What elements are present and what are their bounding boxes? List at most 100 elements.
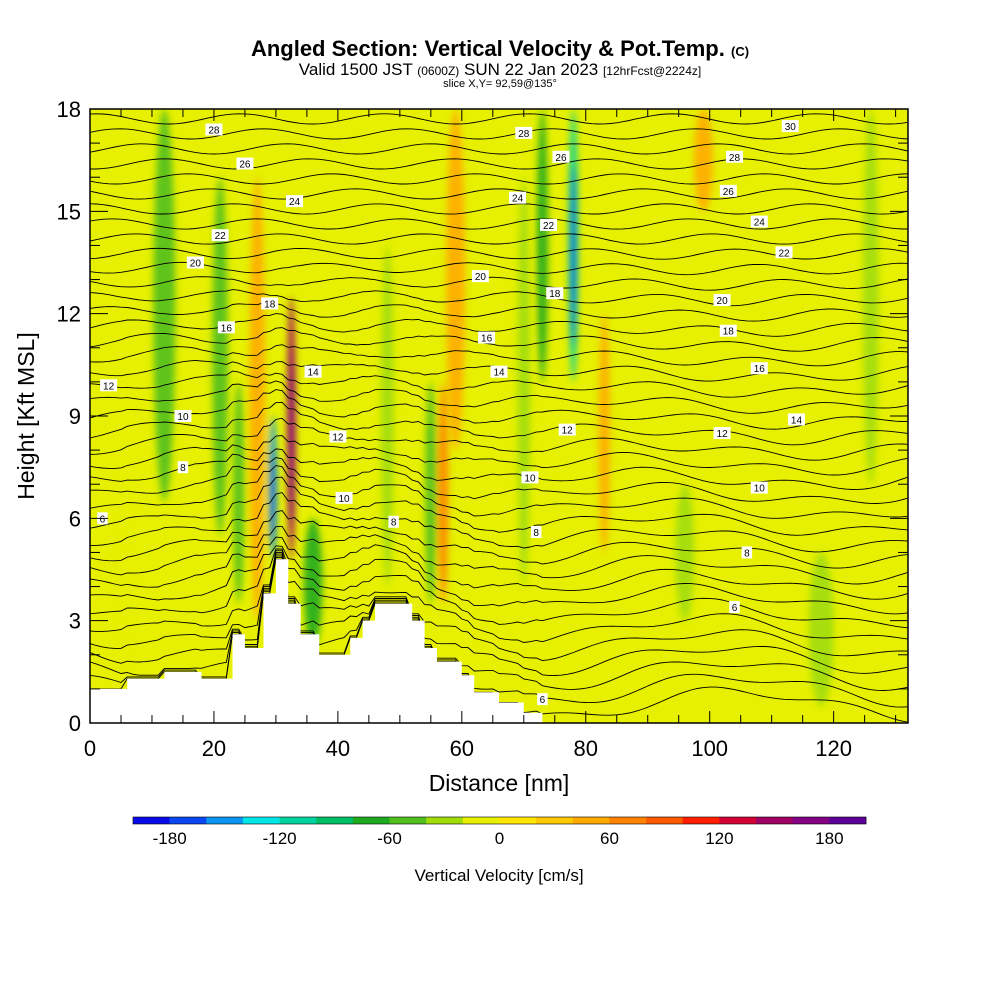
colorbar-swatch <box>536 817 574 824</box>
y-tick-label: 3 <box>69 609 81 634</box>
colorbar-swatch <box>242 817 280 824</box>
contour-label-text: 14 <box>791 415 803 426</box>
contour-label-text: 12 <box>562 426 574 437</box>
contour-label-box <box>719 324 737 337</box>
contour-label: 26 <box>719 184 737 198</box>
contour-label-box <box>490 365 508 378</box>
contour-label-text: 30 <box>785 122 797 133</box>
contour-label: 26 <box>552 150 570 164</box>
colorbar-label: Vertical Velocity [cm/s] <box>414 866 583 885</box>
velocity-feature <box>249 177 266 621</box>
contour-label-text: 28 <box>208 125 220 136</box>
valid-time: Valid 1500 JST <box>298 60 413 79</box>
contour-label-text: 12 <box>103 381 115 392</box>
theta-contour <box>90 417 908 461</box>
contour-label-box <box>286 195 303 208</box>
contour-label-box <box>530 525 542 538</box>
contour-label-text: 14 <box>493 368 505 379</box>
contour-label-text: 18 <box>549 289 561 300</box>
contour-label-text: 6 <box>732 603 738 614</box>
colorbar-tick-label: 120 <box>705 829 733 848</box>
y-tick-label: 12 <box>57 302 81 327</box>
x-tick-label: 60 <box>450 736 474 761</box>
colorbar-ticks: -180 -120 -60 0 60 120 180 <box>153 829 844 848</box>
contour-label-box <box>471 270 489 283</box>
contour-label-box <box>741 546 753 559</box>
contour-label: 12 <box>713 427 731 440</box>
contour-label: 28 <box>725 150 743 164</box>
contour-label-box <box>515 126 533 139</box>
contour-label-text: 24 <box>289 197 301 208</box>
contour-label-box <box>537 693 548 706</box>
contour-label-box <box>540 218 558 231</box>
theta-contour <box>90 435 908 476</box>
theta-contour <box>90 158 908 170</box>
colorbar-swatch <box>462 817 500 824</box>
contour-label: 20 <box>186 256 204 270</box>
colorbar-tick-label: 0 <box>495 829 504 848</box>
theta-contour <box>90 448 908 490</box>
theta-contour <box>90 492 908 553</box>
chart-subtitle: Valid 1500 JST (0600Z) SUN 22 Jan 2023 [… <box>0 60 1000 80</box>
theta-contour <box>90 553 908 676</box>
contour-label: 20 <box>713 294 731 307</box>
contour-label-text: 18 <box>723 327 735 338</box>
contour-label: 16 <box>478 331 496 345</box>
contour-label-box <box>217 321 235 334</box>
theta-contour <box>90 465 908 519</box>
velocity-feature <box>694 109 713 212</box>
theta-contour <box>90 545 908 615</box>
velocity-feature <box>446 109 465 451</box>
contour-label: 12 <box>100 379 118 392</box>
slice-info: slice X,Y= 92,59@135° <box>443 78 557 90</box>
velocity-feature <box>212 177 228 536</box>
contour-label-text: 26 <box>723 187 735 198</box>
plot-area: 28 26 24 22 20 18 16 14 12 10 8 6 12 10 8 28 26 24 22 20 18 1… <box>90 109 908 723</box>
contour-label-box <box>719 184 737 197</box>
contour-label: 24 <box>286 195 303 208</box>
contour-label: 26 <box>236 157 254 171</box>
contour-label-text: 22 <box>215 231 227 242</box>
contour-label-box <box>750 481 768 494</box>
contour-label: 10 <box>750 481 768 495</box>
contour-label-text: 8 <box>744 548 750 559</box>
velocity-feature <box>153 109 176 502</box>
contour-label: 22 <box>775 246 793 259</box>
valid-zulu: (0600Z) <box>417 64 460 78</box>
contour-label-box <box>186 256 204 269</box>
colorbar-tick-label: 180 <box>815 829 843 848</box>
contour-label: 8 <box>530 525 542 539</box>
contour-label: 8 <box>741 546 753 559</box>
chart-title-text: Angled Section: Vertical Velocity & Pot.… <box>250 36 725 61</box>
chart-title: Angled Section: Vertical Velocity & Pot.… <box>0 36 1000 62</box>
contour-label-text: 26 <box>555 153 567 164</box>
contour-label-box <box>211 229 229 242</box>
contour-label-box <box>725 150 743 163</box>
contour-label: 16 <box>750 362 768 375</box>
y-axis: 0 3 6 9 12 15 18 <box>57 97 908 736</box>
x-tick-label: 120 <box>815 736 852 761</box>
contour-label: 6 <box>729 601 740 614</box>
valid-date: SUN 22 Jan 2023 <box>464 60 599 79</box>
colorbar-swatch <box>792 817 830 824</box>
theta-contour <box>90 128 908 140</box>
colorbar-swatch <box>572 817 610 824</box>
theta-contour <box>90 203 908 215</box>
contour-label: 8 <box>388 515 399 529</box>
contour-label-text: 8 <box>180 463 186 474</box>
colorbar-swatch <box>499 817 537 824</box>
x-axis-label: Distance [nm] <box>429 770 570 796</box>
colorbar-swatch <box>829 817 867 824</box>
colorbar-swatch <box>279 817 317 824</box>
contour-label-text: 10 <box>339 494 351 505</box>
theta-contour <box>90 555 908 691</box>
y-tick-label: 0 <box>69 711 81 736</box>
contour-label-box <box>713 427 731 440</box>
contour-label-box <box>205 123 223 136</box>
contour-label-text: 22 <box>778 248 790 259</box>
contour-label-box <box>329 430 347 443</box>
y-tick-label: 6 <box>69 506 81 531</box>
contour-label: 18 <box>546 287 564 300</box>
colorbar-swatch <box>719 817 757 824</box>
